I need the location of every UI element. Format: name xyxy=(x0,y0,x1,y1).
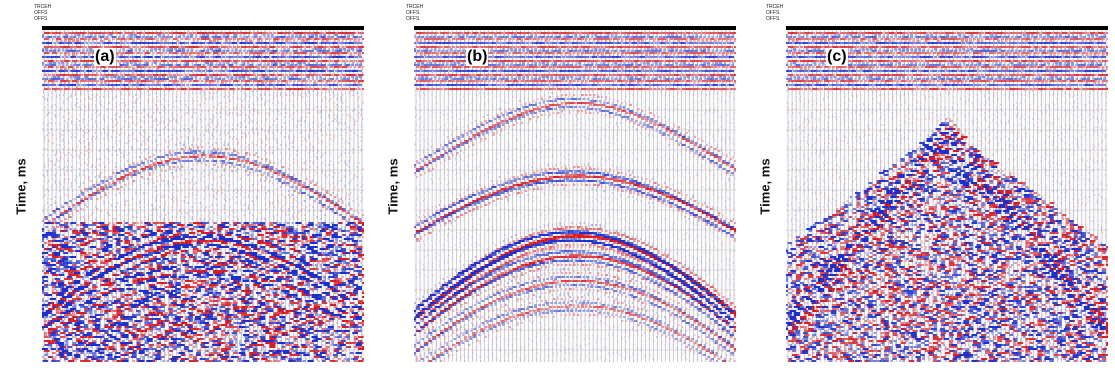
seismic-panel-a: Time, ms TRCEH OFFS OFFS (a) xyxy=(0,0,372,372)
header-bar xyxy=(786,26,1108,30)
y-axis-label-text: Time, ms xyxy=(758,158,773,214)
seismic-gather-plot xyxy=(786,30,1108,362)
seismic-image xyxy=(42,30,364,362)
seismic-gather-plot xyxy=(414,30,736,362)
y-axis-label-text: Time, ms xyxy=(14,158,29,214)
header-bar xyxy=(42,26,364,30)
panel-label: (a) xyxy=(94,48,116,66)
trace-header: TRCEH OFFS OFFS xyxy=(34,4,51,22)
seismic-panel-b: Time, ms TRCEH OFFS OFFS (b) xyxy=(372,0,744,372)
seismic-gather-plot xyxy=(42,30,364,362)
seismic-image xyxy=(414,30,736,362)
panel-label: (b) xyxy=(466,48,489,66)
y-axis-label: Time, ms xyxy=(380,126,406,246)
seismic-panel-c: Time, ms TRCEH OFFS OFFS (c) xyxy=(744,0,1115,372)
header-bar xyxy=(414,26,736,30)
trace-header: TRCEH OFFS OFFS xyxy=(406,4,423,22)
panel-label: (c) xyxy=(826,48,848,66)
trace-header: TRCEH OFFS OFFS xyxy=(766,4,783,22)
y-axis-label-text: Time, ms xyxy=(386,158,401,214)
y-axis-label: Time, ms xyxy=(8,126,34,246)
y-axis-label: Time, ms xyxy=(752,126,778,246)
seismic-image xyxy=(786,30,1108,362)
